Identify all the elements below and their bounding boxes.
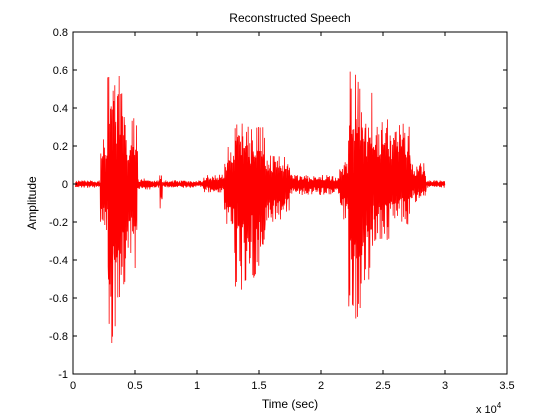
waveform-line	[75, 71, 446, 343]
y-tick-label: -1	[58, 369, 68, 381]
y-tick-label: 0.6	[53, 65, 68, 77]
x-axis-multiplier-exponent: 4	[497, 401, 502, 410]
x-axis-multiplier: x 104	[476, 401, 502, 416]
x-tick-label: 1.5	[251, 380, 266, 392]
y-tick-label: -0.8	[49, 331, 68, 343]
plot-area	[73, 32, 507, 374]
x-tick-label: 2.5	[375, 380, 390, 392]
x-axis-multiplier-base: x 10	[476, 404, 497, 416]
y-tick-label: -0.6	[49, 293, 68, 305]
x-tick-label: 0	[70, 380, 76, 392]
waveform-series	[75, 71, 446, 343]
x-tick-label: 0.5	[127, 380, 142, 392]
x-axis: 0 0.5 1 1.5 2 2.5 3 3.5	[70, 32, 515, 392]
x-tick-label: 3	[442, 380, 448, 392]
y-tick-label: -0.4	[49, 255, 68, 267]
x-axis-label: Time (sec)	[262, 397, 318, 411]
y-tick-label: 0	[62, 179, 68, 191]
y-axis: -1 -0.8 -0.6 -0.4 -0.2 0 0.2 0.4 0.6 0.8	[49, 27, 507, 381]
plot-frame	[72, 31, 508, 375]
y-tick-label: 0.4	[53, 103, 68, 115]
y-tick-label: -0.2	[49, 217, 68, 229]
y-axis-label: Amplitude	[25, 176, 39, 230]
y-tick-label: 0.8	[53, 27, 68, 39]
x-tick-label: 1	[194, 380, 200, 392]
x-tick-label: 3.5	[499, 380, 514, 392]
y-tick-label: 0.2	[53, 141, 68, 153]
x-tick-label: 2	[318, 380, 324, 392]
chart-title: Reconstructed Speech	[229, 11, 350, 25]
